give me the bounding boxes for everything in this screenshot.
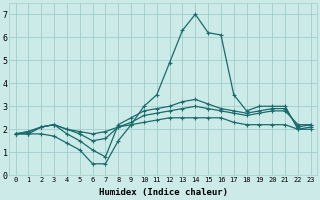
X-axis label: Humidex (Indice chaleur): Humidex (Indice chaleur) — [99, 188, 228, 197]
